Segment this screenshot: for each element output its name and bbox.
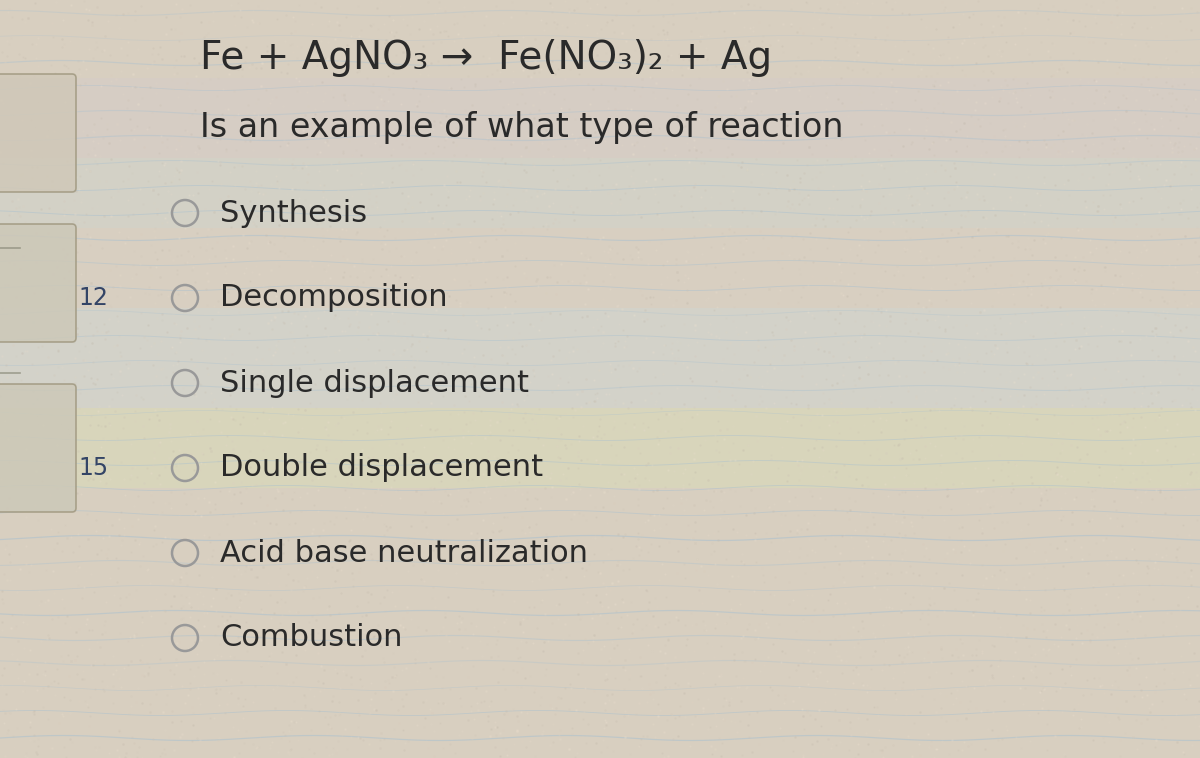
- FancyBboxPatch shape: [0, 224, 76, 342]
- Text: Single displacement: Single displacement: [220, 368, 529, 397]
- Bar: [0, 78, 1200, 158]
- Text: Combustion: Combustion: [220, 624, 402, 653]
- Text: Double displacement: Double displacement: [220, 453, 544, 483]
- Text: 15: 15: [78, 456, 108, 480]
- Text: Fe + AgNO₃ →  Fe(NO₃)₂ + Ag: Fe + AgNO₃ → Fe(NO₃)₂ + Ag: [200, 39, 772, 77]
- FancyBboxPatch shape: [0, 384, 76, 512]
- Text: Acid base neutralization: Acid base neutralization: [220, 538, 588, 568]
- FancyBboxPatch shape: [0, 74, 76, 192]
- Text: Decomposition: Decomposition: [220, 283, 448, 312]
- Text: Is an example of what type of reaction: Is an example of what type of reaction: [200, 111, 844, 145]
- Bar: [0, 408, 1200, 488]
- Text: 12: 12: [78, 286, 108, 310]
- Bar: [0, 228, 1200, 308]
- Bar: [0, 158, 1200, 228]
- Bar: [0, 308, 1200, 408]
- Text: Synthesis: Synthesis: [220, 199, 367, 227]
